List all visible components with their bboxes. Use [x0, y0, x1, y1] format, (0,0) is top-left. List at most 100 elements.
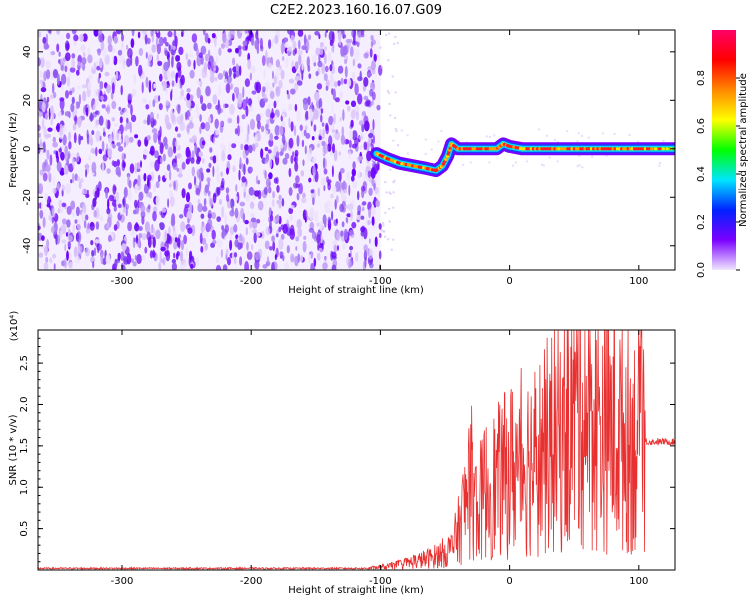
- noise-blob: [164, 50, 169, 57]
- noise-blob: [341, 181, 348, 192]
- noise-blob: [324, 65, 329, 73]
- noise-blob: [349, 129, 353, 141]
- track-peak: [637, 147, 641, 151]
- noise-blob: [332, 185, 337, 194]
- noise-blob: [278, 126, 284, 137]
- noise-blob: [325, 85, 329, 92]
- noise-blob: [246, 194, 250, 202]
- noise-blob: [200, 45, 207, 55]
- halo-dot: [581, 166, 584, 169]
- noise-blob: [106, 119, 111, 130]
- noise-blob: [85, 247, 90, 257]
- noise-blob: [358, 120, 364, 126]
- top-y-axis-label: Frequency (Hz): [8, 112, 19, 188]
- noise-dot: [382, 221, 385, 225]
- noise-blob: [219, 120, 225, 127]
- noise-blob: [171, 56, 174, 68]
- noise-blob: [131, 88, 137, 97]
- noise-blob: [73, 34, 79, 42]
- noise-blob: [149, 111, 154, 122]
- noise-blob: [246, 35, 251, 41]
- noise-blob: [176, 115, 182, 125]
- noise-blob: [366, 72, 372, 77]
- noise-blob: [375, 200, 381, 208]
- noise-blob: [235, 70, 239, 78]
- noise-blob: [60, 58, 64, 64]
- noise-blob: [159, 73, 163, 82]
- noise-blob: [159, 142, 164, 155]
- noise-blob: [265, 178, 271, 188]
- colorbar-tick-label: 0.6: [696, 118, 707, 134]
- noise-blob: [269, 246, 273, 251]
- noise-blob: [64, 65, 68, 73]
- noise-blob: [174, 126, 179, 132]
- noise-blob: [148, 180, 151, 190]
- noise-blob: [323, 73, 328, 81]
- noise-blob: [74, 101, 77, 114]
- noise-blob: [256, 218, 261, 224]
- noise-blob: [318, 108, 322, 118]
- halo-dot: [540, 163, 544, 166]
- noise-blob: [177, 76, 181, 89]
- noise-blob: [304, 216, 307, 223]
- noise-blob: [250, 217, 257, 223]
- noise-blob: [92, 197, 97, 208]
- noise-blob: [269, 219, 272, 230]
- track-peak: [471, 147, 475, 151]
- halo-dot: [400, 129, 403, 132]
- noise-blob: [279, 251, 284, 256]
- noise-blob: [301, 139, 305, 148]
- noise-blob: [350, 119, 354, 128]
- noise-blob: [153, 227, 156, 240]
- noise-blob: [350, 100, 357, 108]
- noise-blob: [58, 51, 61, 57]
- noise-blob: [223, 145, 226, 154]
- noise-blob: [368, 187, 373, 196]
- noise-blob: [365, 216, 368, 226]
- track-peak: [596, 147, 600, 151]
- noise-blob: [147, 114, 151, 126]
- noise-blob: [115, 70, 119, 80]
- noise-blob: [149, 150, 155, 155]
- track-peak: [564, 147, 568, 151]
- noise-blob: [70, 179, 73, 184]
- noise-blob: [51, 216, 55, 224]
- noise-blob: [222, 32, 227, 44]
- noise-blob: [361, 188, 365, 199]
- noise-blob: [44, 192, 48, 201]
- track-peak: [592, 147, 596, 151]
- noise-blob: [323, 168, 328, 175]
- noise-blob: [220, 171, 223, 177]
- noise-blob: [152, 211, 157, 222]
- noise-blob: [170, 108, 175, 120]
- noise-blob: [47, 127, 53, 132]
- noise-blob: [186, 99, 192, 108]
- noise-blob: [85, 168, 88, 178]
- noise-blob: [113, 205, 117, 212]
- noise-blob: [212, 60, 217, 72]
- noise-blob: [276, 68, 282, 75]
- noise-blob: [198, 151, 203, 158]
- noise-blob: [41, 235, 45, 241]
- noise-blob: [148, 99, 152, 109]
- noise-blob: [88, 155, 91, 161]
- noise-blob: [162, 153, 166, 162]
- noise-blob: [328, 51, 332, 62]
- figure-title: C2E2.2023.160.16.07.G09: [270, 3, 442, 18]
- noise-blob: [111, 100, 117, 110]
- noise-blob: [44, 245, 48, 256]
- noise-blob: [335, 218, 338, 224]
- noise-blob: [331, 210, 334, 221]
- noise-blob: [297, 227, 303, 238]
- noise-blob: [179, 250, 184, 262]
- noise-blob: [106, 168, 111, 174]
- noise-blob: [370, 81, 376, 91]
- noise-dot: [389, 114, 392, 117]
- noise-blob: [143, 148, 149, 156]
- halo-dot: [658, 161, 662, 165]
- noise-blob: [170, 217, 176, 227]
- noise-blob: [321, 122, 325, 127]
- noise-blob: [133, 237, 137, 243]
- noise-blob: [273, 75, 277, 85]
- noise-blob: [99, 57, 103, 69]
